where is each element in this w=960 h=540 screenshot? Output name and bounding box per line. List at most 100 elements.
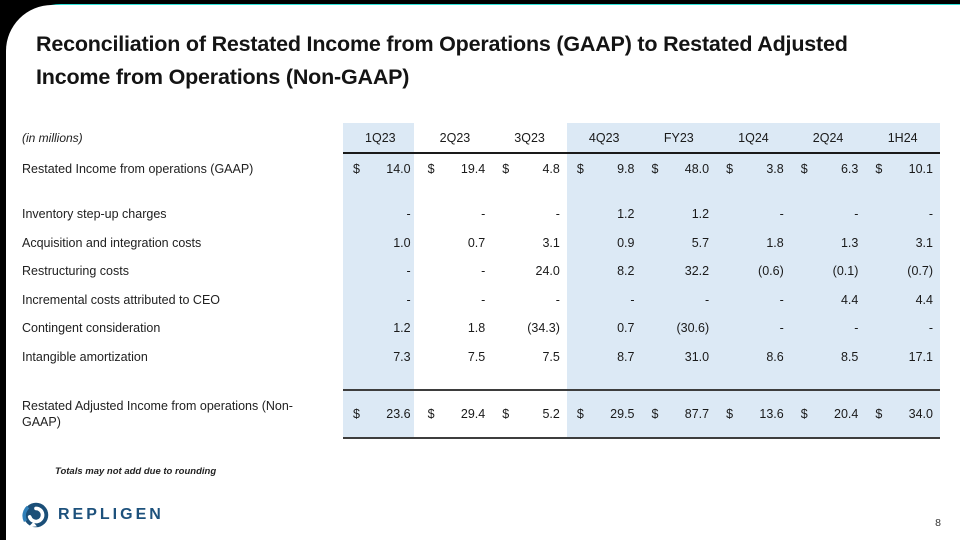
table-cell: (0.1) — [832, 264, 859, 279]
table-cell: 1.2 — [691, 207, 710, 222]
column-header-4q23: 4Q23 — [588, 131, 620, 145]
table-cell: (0.7) — [907, 264, 933, 279]
table-cell: $34.0 — [865, 390, 940, 438]
currency-symbol: $ — [726, 407, 734, 421]
table-cell: - — [406, 207, 411, 222]
table-cell: - — [854, 207, 859, 222]
header-underline — [343, 152, 940, 154]
table-cell: $14.0 — [343, 153, 418, 185]
table-cell: 0.7 — [617, 321, 635, 336]
table-cell: - — [481, 264, 486, 279]
table-cell: 7.5 — [467, 349, 486, 364]
table-row-ceo-costs: Incremental costs attributed to CEO - - … — [22, 286, 940, 315]
currency-symbol: $ — [427, 162, 435, 176]
table-cell: $20.4 — [791, 390, 866, 438]
table-cell: 32.2 — [684, 264, 710, 279]
cell-value: 29.4 — [460, 407, 486, 421]
table-cell: - — [779, 207, 784, 222]
table-cell: 17.1 — [908, 349, 933, 364]
row-label: Inventory step-up charges — [22, 207, 167, 222]
column-header-2q23: 2Q23 — [439, 131, 471, 145]
repligen-logo: REPLIGEN — [22, 501, 164, 529]
cell-value: 34.0 — [908, 407, 933, 421]
table-cell: - — [928, 321, 933, 336]
column-header-2q24: 2Q24 — [812, 131, 844, 145]
row-label: Acquisition and integration costs — [22, 235, 202, 250]
currency-symbol: $ — [502, 162, 510, 176]
table-cell: $87.7 — [642, 390, 717, 438]
cell-value: 13.6 — [759, 407, 784, 421]
table-cell: 3.1 — [915, 235, 933, 250]
table-cell: 31.0 — [684, 349, 710, 364]
table-cell: 24.0 — [535, 264, 560, 279]
table-cell: 1.2 — [617, 207, 635, 222]
table-row-contingent-consideration: Contingent consideration 1.2 1.8 (34.3) … — [22, 314, 940, 343]
spacer-row — [22, 185, 940, 200]
cell-value: 9.8 — [617, 162, 635, 176]
table-cell: - — [406, 292, 411, 307]
currency-symbol: $ — [353, 162, 360, 176]
table-cell: 7.5 — [542, 349, 560, 364]
table-cell: $3.8 — [716, 153, 791, 185]
currency-symbol: $ — [875, 407, 883, 421]
cell-value: 29.5 — [610, 407, 635, 421]
currency-symbol: $ — [427, 407, 435, 421]
cell-value: 87.7 — [684, 407, 710, 421]
reconciliation-table: (in millions) 1Q23 2Q23 3Q23 4Q23 FY23 1… — [22, 123, 940, 439]
table-cell: $6.3 — [791, 153, 866, 185]
row-label: Restructuring costs — [22, 264, 129, 279]
table-cell: 1.8 — [766, 235, 784, 250]
table-cell: - — [779, 321, 784, 336]
table-cell: 8.6 — [766, 349, 784, 364]
table-cell: 8.5 — [840, 349, 859, 364]
row-label: Intangible amortization — [22, 349, 148, 364]
table-cell: $10.1 — [865, 153, 940, 185]
table-cell: 7.3 — [393, 349, 411, 364]
page-number: 8 — [935, 517, 941, 529]
cell-value: 23.6 — [386, 407, 411, 421]
table-cell: 1.2 — [393, 321, 411, 336]
cell-value: 20.4 — [834, 407, 859, 421]
table-cell: (0.6) — [758, 264, 784, 279]
table-cell: 1.8 — [467, 321, 486, 336]
row-label: Restated Adjusted Income from operations… — [22, 399, 293, 429]
logo-wordmark: REPLIGEN — [58, 506, 164, 523]
cell-value: 19.4 — [460, 162, 486, 176]
cell-value: 14.0 — [386, 162, 411, 176]
table-header-row: (in millions) 1Q23 2Q23 3Q23 4Q23 FY23 1… — [22, 123, 940, 153]
table-cell: - — [704, 292, 710, 307]
table-cell: (34.3) — [527, 321, 560, 336]
table-cell: - — [406, 264, 411, 279]
currency-symbol: $ — [576, 407, 584, 421]
slide-title-line1: Reconciliation of Restated Income from O… — [36, 32, 848, 56]
repligen-r-swirl-icon — [22, 502, 49, 528]
table-cell: (30.6) — [676, 321, 710, 336]
row-label: Restated Income from operations (GAAP) — [22, 162, 254, 176]
table-cell: 0.9 — [617, 235, 635, 250]
table-row-inventory-stepup: Inventory step-up charges - - - 1.2 1.2 … — [22, 200, 940, 229]
spacer-row — [22, 371, 940, 390]
total-row-bottom-rule — [343, 437, 940, 439]
table-cell: - — [630, 292, 635, 307]
table-cell: 0.7 — [467, 235, 486, 250]
cell-value: 48.0 — [684, 162, 710, 176]
table-cell: $19.4 — [418, 153, 493, 185]
column-shading-1q23 — [343, 123, 414, 439]
table-cell: - — [928, 207, 933, 222]
table-cell: $9.8 — [567, 153, 642, 185]
table-row-restructuring-costs: Restructuring costs - - 24.0 8.2 32.2 (0… — [22, 257, 940, 286]
slide-title: Reconciliation of Restated Income from O… — [36, 28, 928, 94]
cell-value: 5.2 — [542, 407, 560, 421]
row-label: Contingent consideration — [22, 321, 161, 336]
column-shading-4q23-1h24 — [567, 123, 940, 439]
table-cell: 1.0 — [393, 235, 411, 250]
table-cell: $13.6 — [716, 390, 791, 438]
table-cell: $4.8 — [492, 153, 567, 185]
table-cell: - — [555, 292, 560, 307]
table-cell: $5.2 — [492, 390, 567, 438]
currency-symbol: $ — [651, 407, 659, 421]
currency-symbol: $ — [800, 407, 808, 421]
table-cell: 1.3 — [840, 235, 859, 250]
total-row-top-rule — [343, 389, 940, 391]
